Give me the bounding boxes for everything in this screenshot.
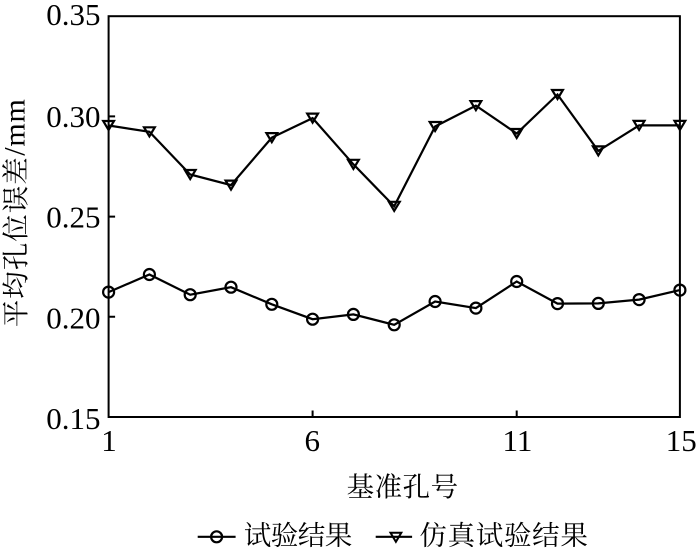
svg-text:0.25: 0.25 xyxy=(46,199,100,234)
svg-text:0.20: 0.20 xyxy=(46,301,100,336)
svg-text:0.35: 0.35 xyxy=(46,0,100,32)
svg-text:15: 15 xyxy=(666,423,697,458)
svg-text:6: 6 xyxy=(305,423,321,458)
svg-text:1: 1 xyxy=(101,423,117,458)
svg-text:/mm: /mm xyxy=(0,98,32,155)
svg-text:0.15: 0.15 xyxy=(46,401,100,436)
svg-text:0.30: 0.30 xyxy=(46,99,100,134)
svg-text:11: 11 xyxy=(502,423,532,458)
